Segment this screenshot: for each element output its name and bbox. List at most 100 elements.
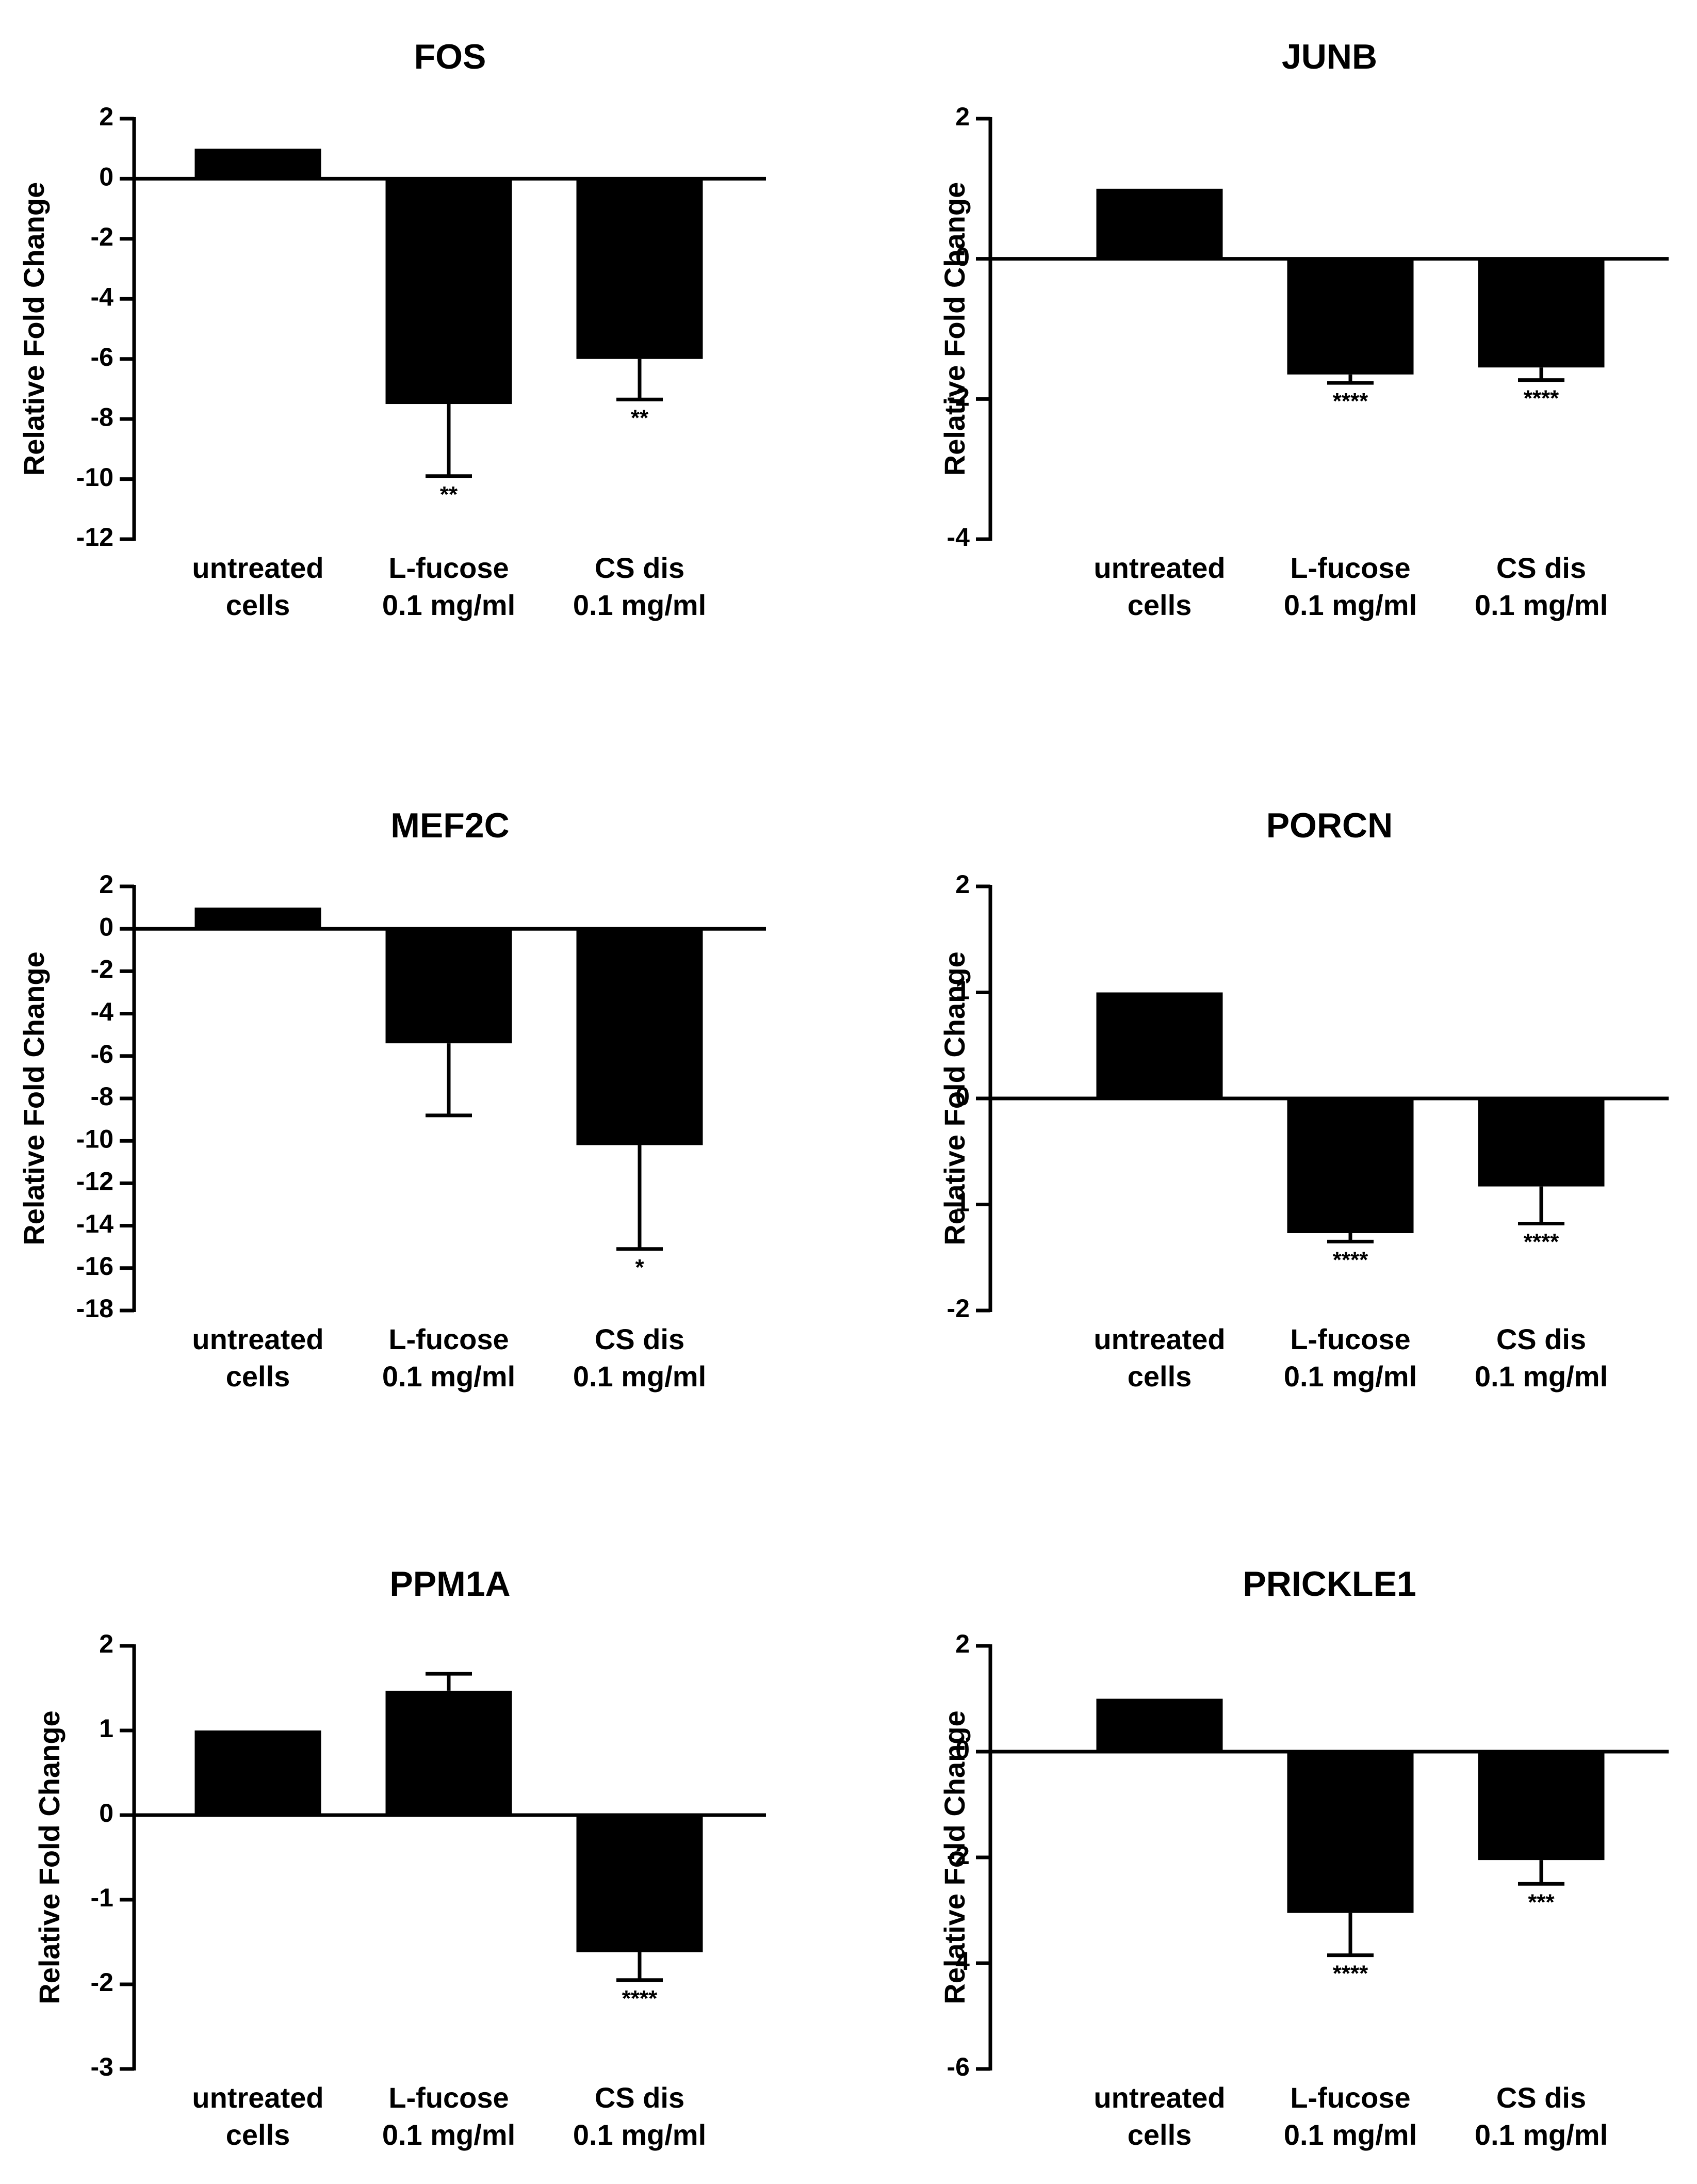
significance-marker: **** (1524, 386, 1559, 411)
x-category-label: untreated (1094, 552, 1225, 584)
chart-title: MEF2C (390, 806, 509, 845)
x-category-label: L-fucose (388, 1323, 509, 1355)
y-axis-label: Relative Fold Change (18, 951, 50, 1245)
significance-marker: **** (1333, 1247, 1368, 1272)
chart-panel-porcn: PORCN Relative Fold Change 2 1 0 -1 -2 untreate… (938, 806, 1669, 1393)
y-tick-label: 2 (99, 102, 113, 131)
significance-marker: **** (1524, 1229, 1559, 1254)
bar (1096, 992, 1223, 1098)
bar (194, 908, 321, 929)
y-tick-label: -2 (947, 1294, 970, 1323)
bar (194, 1730, 321, 1815)
y-axis-label: Relative Fold Change (18, 182, 50, 476)
x-category-label: L-fucose (1290, 2081, 1410, 2114)
x-category-label: 0.1 mg/ml (382, 1360, 515, 1393)
bar (1478, 258, 1605, 368)
bar (1096, 188, 1223, 259)
bar (1478, 1752, 1605, 1861)
chart-title: FOS (414, 37, 486, 76)
y-axis-label: Relative Fold Change (33, 1710, 66, 2004)
bar (1096, 1698, 1223, 1752)
chart-title: PORCN (1266, 806, 1393, 845)
y-tick-label: 1 (955, 976, 970, 1005)
x-category-label: L-fucose (388, 552, 509, 584)
chart-title: JUNB (1282, 37, 1377, 76)
y-axis-label: Relative Fold Change (938, 951, 971, 1245)
y-axis-label: Relative Fold Change (938, 1710, 971, 2004)
chart-panel-ppm1a: PPM1A Relative Fold Change 2 1 0 -1 -2 -3 untrea… (33, 1564, 766, 2151)
chart-panel-fos: FOS Relative Fold Change 2 0 -2 -4 -6 -8 -10 -12 u… (18, 37, 766, 621)
y-tick-label: -3 (91, 2052, 113, 2081)
x-category-label: 0.1 mg/ml (1475, 1360, 1608, 1393)
y-tick-label: -2 (91, 1968, 113, 1997)
y-tick-label: -12 (76, 1167, 113, 1196)
y-tick-label: -10 (76, 463, 113, 492)
x-category-label: CS dis (1496, 2081, 1586, 2114)
y-tick-label: -8 (91, 402, 113, 431)
y-tick-label: 0 (955, 1735, 970, 1764)
y-tick-label: -6 (947, 2052, 970, 2081)
x-category-label: untreated (1094, 2081, 1225, 2114)
y-tick-label: 2 (955, 1629, 970, 1658)
chart-panel-prickle1: PRICKLE1 Relative Fold Change 2 0 -2 -4 -6 untr… (938, 1564, 1669, 2151)
chart-panel-junb: JUNB Relative Fold Change 2 0 -2 -4 untreated c… (938, 37, 1669, 621)
x-category-label: cells (1128, 2118, 1192, 2151)
y-tick-label: 2 (955, 870, 970, 899)
y-tick-label: -6 (91, 1040, 113, 1069)
y-tick-label: -2 (91, 955, 113, 984)
x-category-label: CS dis (1496, 552, 1586, 584)
y-tick-label: -2 (947, 1841, 970, 1870)
x-category-label: untreated (1094, 1323, 1225, 1355)
bar (194, 149, 321, 179)
y-tick-label: -1 (947, 1188, 970, 1217)
x-category-label: untreated (192, 2081, 323, 2114)
y-tick-label: -10 (76, 1124, 113, 1153)
x-category-label: 0.1 mg/ml (1284, 2118, 1417, 2151)
y-tick-label: -12 (76, 523, 113, 552)
y-tick-label: 0 (955, 242, 970, 271)
chart-title: PPM1A (389, 1564, 510, 1604)
bar (1287, 1752, 1414, 1913)
x-category-label: 0.1 mg/ml (1284, 589, 1417, 621)
y-tick-label: -4 (947, 523, 970, 552)
x-category-label: cells (226, 1360, 290, 1393)
x-category-label: CS dis (595, 2081, 684, 2114)
x-category-label: 0.1 mg/ml (1475, 589, 1608, 621)
y-tick-label: 0 (99, 163, 113, 191)
y-tick-label: -16 (76, 1252, 113, 1281)
y-tick-label: 0 (99, 1799, 113, 1827)
x-category-label: 0.1 mg/ml (382, 589, 515, 621)
x-category-label: L-fucose (1290, 1323, 1410, 1355)
bar (576, 929, 703, 1145)
y-tick-label: -2 (91, 222, 113, 251)
bar (576, 1815, 703, 1952)
significance-marker: * (635, 1255, 644, 1280)
x-category-label: 0.1 mg/ml (573, 2118, 706, 2151)
x-category-label: 0.1 mg/ml (573, 589, 706, 621)
bar (576, 179, 703, 359)
bar (385, 929, 512, 1044)
bar (1478, 1098, 1605, 1187)
y-tick-label: -4 (91, 997, 114, 1026)
y-tick-label: -1 (91, 1883, 113, 1912)
bar (385, 179, 512, 405)
x-category-label: 0.1 mg/ml (573, 1360, 706, 1393)
x-category-label: 0.1 mg/ml (1475, 2118, 1608, 2151)
x-category-label: cells (1128, 589, 1192, 621)
significance-marker: **** (1333, 1961, 1368, 1986)
y-tick-label: 0 (955, 1082, 970, 1111)
y-axis-label: Relative Fold Change (938, 182, 971, 476)
significance-marker: **** (622, 1986, 658, 2011)
y-tick-label: -6 (91, 343, 113, 371)
x-category-label: L-fucose (388, 2081, 509, 2114)
y-tick-label: -2 (947, 383, 970, 412)
x-category-label: CS dis (1496, 1323, 1586, 1355)
y-tick-label: 2 (955, 102, 970, 131)
chart-title: PRICKLE1 (1243, 1564, 1416, 1604)
significance-marker: **** (1333, 389, 1368, 414)
y-tick-label: -8 (91, 1082, 113, 1111)
bar (385, 1690, 512, 1815)
y-tick-label: -4 (91, 282, 114, 311)
x-category-label: 0.1 mg/ml (382, 2118, 515, 2151)
